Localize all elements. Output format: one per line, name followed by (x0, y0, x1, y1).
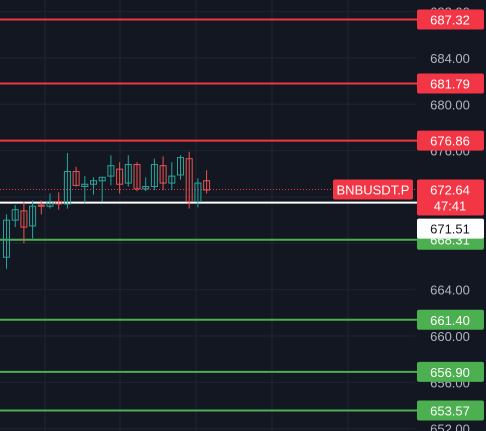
candle[interactable] (116, 162, 124, 194)
grid (0, 0, 415, 431)
candle-body (98, 176, 106, 182)
candle-body (81, 183, 89, 188)
candle[interactable] (37, 200, 45, 215)
candle-body (168, 175, 176, 184)
resistance-price-label-box (417, 9, 484, 30)
resistance-price-label: 676.86 (430, 134, 470, 149)
support-price-label: 661.40 (430, 313, 470, 328)
candle-body (116, 168, 124, 185)
axis-tick-label: 664.00 (430, 283, 470, 298)
support-price-label: 653.57 (430, 403, 470, 418)
candle[interactable] (177, 155, 184, 180)
candle-body (20, 210, 28, 228)
candle-body (203, 180, 211, 191)
candle[interactable] (63, 152, 71, 209)
price-labels: 687.32681.79676.86668.31661.40656.90653.… (333, 9, 484, 421)
candle[interactable] (55, 192, 63, 210)
candle[interactable] (3, 214, 10, 269)
candle[interactable] (185, 151, 193, 209)
candle[interactable] (11, 205, 19, 228)
resistance-price-label: 681.79 (430, 77, 470, 92)
candle[interactable] (81, 176, 89, 203)
current-price-box (417, 179, 484, 216)
candle[interactable] (159, 156, 167, 191)
candle[interactable] (90, 177, 97, 195)
candle[interactable] (168, 162, 176, 191)
resistance-price-label-box (417, 130, 484, 151)
candle-body (133, 164, 141, 190)
candle-body (37, 204, 45, 207)
candle[interactable] (72, 166, 80, 187)
candle[interactable] (142, 177, 150, 192)
symbol-tag-box (333, 179, 413, 200)
highlight-price-box (417, 218, 484, 239)
axis-tick-label: 652.00 (430, 422, 470, 431)
resistance-price-label-box (417, 73, 484, 94)
candle-body (159, 165, 167, 184)
candle[interactable] (20, 201, 28, 244)
candles[interactable] (3, 151, 211, 269)
candle-body (124, 164, 132, 184)
support-price-label-box (417, 361, 484, 382)
current-price-label: 672.64 (430, 183, 470, 198)
candle-body (29, 205, 37, 227)
candle-body (185, 158, 193, 203)
candle[interactable] (194, 178, 202, 208)
candle[interactable] (98, 176, 106, 202)
candle-body (90, 180, 97, 185)
candle-body (142, 186, 150, 190)
candle-body (107, 165, 115, 177)
candle-body (46, 201, 54, 207)
candle[interactable] (124, 155, 132, 187)
axis-tick-label: 684.00 (430, 51, 470, 66)
candle-body (72, 170, 80, 186)
candle[interactable] (133, 162, 141, 192)
countdown-label: 47:41 (434, 199, 467, 214)
candle-body (194, 182, 202, 203)
candle[interactable] (46, 193, 54, 209)
candle[interactable] (107, 155, 115, 186)
candle-body (63, 170, 71, 205)
symbol-tag: BNBUSDT.P (337, 183, 410, 198)
highlight-price-label: 671.51 (430, 222, 470, 237)
axis-tick-label: 660.00 (430, 329, 470, 344)
support-price-label: 656.90 (430, 365, 470, 380)
candle-body (177, 157, 184, 176)
candle[interactable] (150, 158, 158, 191)
resistance-price-label: 687.32 (430, 12, 470, 27)
candle[interactable] (29, 200, 37, 239)
candle-body (55, 201, 63, 205)
candle-body (150, 164, 158, 188)
candle-body (11, 209, 19, 221)
candle[interactable] (203, 170, 211, 194)
support-price-label-box (417, 400, 484, 421)
candle-body (3, 219, 10, 258)
support-price-label-box (417, 309, 484, 330)
axis-tick-label: 680.00 (430, 97, 470, 112)
